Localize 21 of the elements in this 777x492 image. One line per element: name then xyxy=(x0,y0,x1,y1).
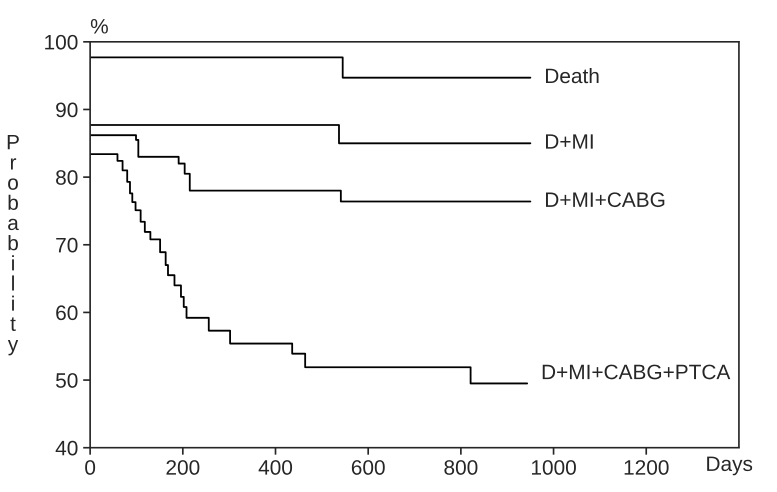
series-label: D+MI+CABG+PTCA xyxy=(542,364,730,380)
series-label: Death xyxy=(546,68,599,84)
x-tick-label: 600 xyxy=(352,460,385,475)
x-tick-label: 1200 xyxy=(624,460,669,475)
y-tick-label: 60 xyxy=(56,305,78,320)
x-tick-label: 400 xyxy=(258,460,292,475)
x-axis-title: Days xyxy=(707,456,752,476)
series-label: D+MI xyxy=(546,134,593,149)
y-tick-label: 100 xyxy=(45,34,78,50)
text: % xyxy=(90,18,108,34)
y-tick-label: 80 xyxy=(56,170,78,185)
y-tick-label: 70 xyxy=(56,238,78,253)
series-label: D+MI+CABG xyxy=(546,192,664,208)
x-tick-label: 800 xyxy=(444,460,478,475)
x-tick-label: 200 xyxy=(166,460,200,475)
y-tick-label: 90 xyxy=(56,102,78,118)
x-tick-label: 0 xyxy=(85,460,96,475)
y-tick-label: 50 xyxy=(56,373,78,388)
y-tick-label: 40 xyxy=(56,440,78,456)
text: Probability xyxy=(8,134,19,356)
x-tick-label: 1000 xyxy=(532,460,576,475)
